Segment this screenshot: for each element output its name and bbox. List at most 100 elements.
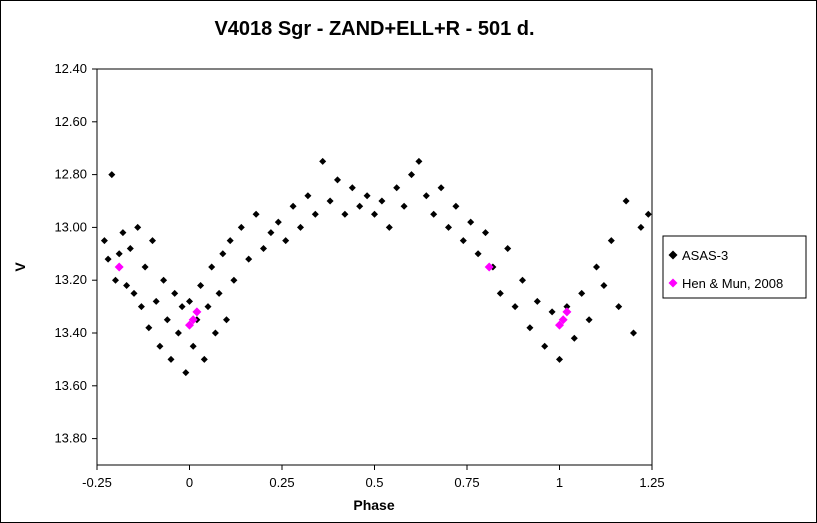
legend: ASAS-3 Hen & Mun, 2008 [662, 235, 807, 299]
asas3-point [422, 192, 430, 200]
asas3-point [334, 176, 341, 184]
asas3-point [578, 289, 586, 297]
asas3-point [341, 210, 349, 218]
y-tick-label: 13.00 [54, 219, 87, 234]
asas3-point [274, 218, 282, 226]
asas3-point [208, 263, 216, 271]
asas3-point [415, 157, 423, 165]
asas3-point [600, 281, 608, 289]
y-axis-label: V [12, 262, 28, 272]
asas3-point [174, 329, 182, 337]
asas3-point [182, 369, 190, 377]
asas3-point [200, 355, 208, 363]
asas3-point [223, 316, 230, 324]
y-tick-label: 13.20 [54, 272, 87, 287]
x-tick-label: 0 [186, 475, 193, 490]
asas3-point [615, 303, 623, 311]
hen-mun-point [114, 262, 124, 272]
asas3-point [630, 329, 637, 337]
asas3-point [211, 329, 219, 337]
asas3-point [215, 289, 223, 297]
asas3-point [304, 192, 312, 200]
x-tick-label: 0.75 [454, 475, 479, 490]
asas3-point [519, 276, 526, 284]
asas3-point [459, 237, 467, 245]
asas3-point [644, 210, 652, 218]
asas3-point [445, 223, 452, 231]
asas3-point [482, 229, 489, 237]
asas3-point [326, 197, 334, 205]
asas3-point [311, 210, 319, 218]
asas3-point [541, 342, 549, 350]
data-points [100, 157, 652, 377]
hen-mun-point [562, 307, 572, 317]
asas3-point [260, 245, 267, 253]
asas3-point [548, 308, 556, 316]
asas3-point [563, 303, 571, 311]
asas3-point [474, 250, 482, 258]
asas3-point [141, 263, 149, 271]
asas3-point [378, 197, 386, 205]
legend-box [662, 235, 807, 299]
x-tick-label: 0.5 [365, 475, 383, 490]
asas3-point [385, 223, 393, 231]
hen-mun-point [188, 315, 198, 325]
asas3-point [137, 303, 145, 311]
asas3-point [533, 297, 541, 305]
asas3-point [452, 202, 460, 210]
asas3-point [348, 184, 356, 192]
asas3-point [393, 184, 401, 192]
y-tick-label: 12.40 [54, 61, 87, 76]
asas3-point [289, 202, 297, 210]
legend-label-hen-mun: Hen & Mun, 2008 [682, 276, 783, 291]
y-tick-label: 13.40 [54, 325, 87, 340]
legend-label-asas3: ASAS-3 [682, 248, 728, 263]
hen-mun-point [558, 315, 568, 325]
chart-title: V4018 Sgr - ZAND+ELL+R - 501 d. [214, 18, 535, 40]
asas3-point [134, 223, 142, 231]
x-tick-label: -0.25 [82, 475, 112, 490]
asas3-point [526, 324, 534, 332]
asas3-point [104, 255, 112, 263]
asas3-point [197, 281, 205, 289]
asas3-point [504, 245, 512, 253]
asas3-point [408, 171, 415, 179]
asas3-point [171, 289, 179, 297]
asas3-point [123, 281, 131, 289]
legend-marker-hen-mun [668, 278, 678, 288]
asas3-point [363, 192, 371, 200]
asas3-point [622, 197, 630, 205]
asas3-point [356, 202, 364, 210]
asas3-point [607, 237, 615, 245]
y-tick-label: 13.60 [54, 378, 87, 393]
asas3-point [637, 223, 645, 231]
asas3-point [156, 342, 164, 350]
asas3-point [593, 263, 600, 271]
asas3-point [115, 250, 123, 258]
asas3-point [130, 289, 138, 297]
asas3-point [570, 334, 578, 342]
asas3-point [126, 245, 134, 253]
asas3-point [585, 316, 593, 324]
asas3-point [252, 210, 260, 218]
y-axis: 12.40 12.60 12.80 13.00 13.20 13.40 13.60 13.80 [54, 61, 97, 446]
asas3-point [496, 289, 504, 297]
x-tick-label: 1 [556, 475, 563, 490]
asas3-point [282, 237, 290, 245]
y-tick-label: 12.80 [54, 167, 87, 182]
asas3-point [245, 255, 253, 263]
asas3-point [160, 276, 168, 284]
asas3-point [204, 303, 212, 311]
hen-mun-point [192, 307, 202, 317]
asas3-point [467, 218, 475, 226]
asas3-point [511, 303, 519, 311]
asas3-point [437, 184, 445, 192]
asas3-point [230, 276, 238, 284]
hen-mun-point [484, 262, 494, 272]
asas3-point [556, 355, 563, 363]
asas3-point [119, 229, 127, 237]
asas3-point [430, 210, 438, 218]
asas3-point [145, 324, 153, 332]
asas3-point [152, 297, 160, 305]
